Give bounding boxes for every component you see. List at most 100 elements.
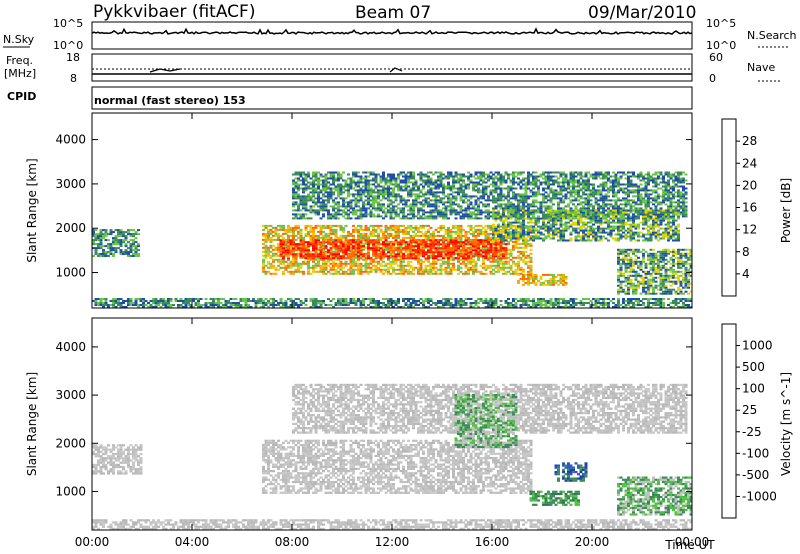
power-cell — [269, 264, 273, 267]
power-cell — [452, 209, 455, 212]
power-cell — [377, 173, 380, 176]
power-cell — [454, 197, 458, 200]
power-cell — [502, 187, 505, 190]
power-cell — [524, 197, 528, 200]
power-cell — [379, 236, 383, 239]
power-cell — [102, 235, 105, 238]
power-cell — [622, 183, 625, 186]
power-cell — [302, 207, 305, 210]
power-cell — [684, 173, 688, 176]
power-cell — [529, 266, 533, 269]
nsky-tick-top: 10^5 — [53, 17, 83, 30]
power-cell — [287, 230, 290, 233]
power-cell — [679, 173, 683, 176]
power-cell — [519, 242, 523, 245]
power-cell — [294, 228, 298, 231]
power-cell — [519, 266, 523, 269]
power-cell — [314, 224, 318, 227]
power-cell — [442, 203, 445, 206]
power-cell — [449, 228, 453, 231]
power-cell — [574, 215, 578, 218]
power-cell — [384, 236, 388, 239]
power-cell — [109, 245, 113, 248]
power-cell — [639, 207, 643, 210]
power-cell — [482, 251, 485, 254]
power-cell — [449, 234, 453, 237]
power-cell — [117, 241, 120, 244]
power-cell — [287, 249, 290, 252]
power-cell — [322, 264, 325, 267]
power-cell — [294, 181, 298, 184]
power-cell — [134, 241, 138, 244]
power-cell — [389, 266, 393, 269]
power-cell — [567, 183, 570, 186]
power-cell — [534, 195, 538, 198]
power-cell — [392, 255, 395, 258]
power-cell — [437, 191, 440, 194]
power-cell — [297, 243, 300, 246]
power-cell — [427, 189, 430, 192]
power-cell — [364, 199, 368, 202]
power-cell — [529, 234, 533, 237]
power-cell — [559, 209, 563, 212]
power-cell — [587, 207, 590, 210]
power-cell — [444, 175, 448, 178]
power-cell — [399, 230, 403, 233]
power-cell — [644, 191, 648, 194]
power-cell — [354, 241, 358, 244]
power-cell — [362, 207, 365, 210]
power-cell — [292, 270, 295, 273]
power-cell — [484, 224, 488, 227]
power-cell — [594, 217, 598, 220]
power-cell — [642, 179, 645, 182]
power-cell — [462, 262, 465, 265]
power-cell — [299, 199, 303, 202]
power-cell — [524, 240, 528, 243]
power-cell — [374, 195, 378, 198]
power-cell — [399, 197, 403, 200]
power-cell — [274, 268, 278, 271]
power-cell — [479, 250, 483, 253]
power-cell — [544, 207, 548, 210]
power-cell — [474, 207, 478, 210]
power-cell — [352, 199, 355, 202]
power-cell — [562, 181, 565, 184]
power-cell — [407, 268, 410, 271]
power-cell — [602, 189, 605, 192]
power-cell — [402, 242, 405, 245]
power-cell — [129, 243, 133, 246]
power-cell — [674, 205, 678, 208]
power-cell — [364, 268, 368, 271]
power-cell — [399, 246, 403, 249]
power-cell — [342, 187, 345, 190]
power-cell — [682, 205, 685, 208]
power-cell — [349, 256, 353, 259]
power-cell — [434, 249, 438, 252]
power-cell — [587, 193, 590, 196]
nsky-trace — [91, 27, 693, 35]
power-cell — [302, 197, 305, 200]
power-cell — [419, 226, 423, 229]
power-cell — [484, 217, 488, 220]
power-cell — [394, 230, 398, 233]
power-cell — [347, 234, 350, 237]
power-cell — [357, 175, 360, 178]
power-cell — [342, 236, 345, 239]
power-cell — [469, 238, 473, 241]
power-cell — [459, 191, 463, 194]
power-cell — [307, 230, 310, 233]
power-cell — [312, 195, 315, 198]
power-cell — [464, 249, 468, 252]
power-cell — [114, 249, 118, 252]
power-cell — [552, 203, 555, 206]
power-cell — [517, 195, 520, 198]
power-cell — [459, 173, 463, 176]
power-cell — [359, 272, 363, 275]
power-cell — [314, 203, 318, 206]
power-cell — [672, 179, 675, 182]
power-cell — [339, 224, 343, 227]
power-cell — [374, 224, 378, 227]
power-cell — [354, 268, 358, 271]
power-cell — [379, 270, 383, 273]
power-cell — [374, 207, 378, 210]
